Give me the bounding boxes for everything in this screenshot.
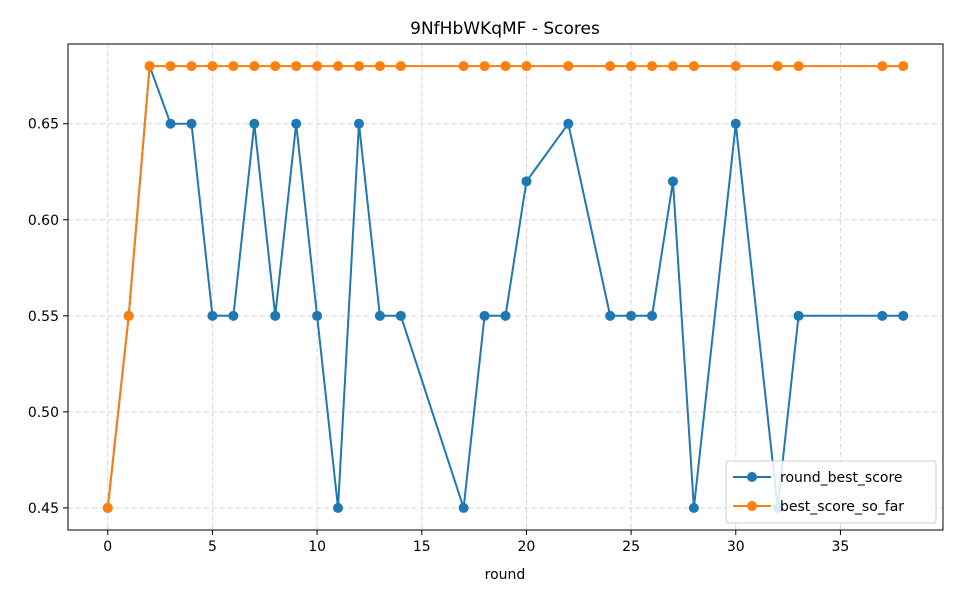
data-point-round_best_score [626, 310, 637, 321]
x-axis: 0 5 10 15 20 25 30 35 [103, 530, 849, 555]
data-point-best_score_so_far [521, 61, 532, 72]
data-point-best_score_so_far [207, 61, 218, 72]
data-point-best_score_so_far [312, 61, 323, 72]
x-tick-label: 10 [308, 539, 326, 555]
chart-title: 9NfHbWKqMF - Scores [410, 19, 600, 39]
data-point-round_best_score [647, 310, 658, 321]
data-point-round_best_score [793, 310, 804, 321]
data-point-round_best_score [374, 310, 385, 321]
data-point-best_score_so_far [374, 61, 385, 72]
data-point-best_score_so_far [667, 61, 678, 72]
data-point-best_score_so_far [186, 61, 197, 72]
data-point-round_best_score [688, 502, 699, 513]
data-point-round_best_score [730, 118, 741, 129]
data-point-best_score_so_far [353, 61, 364, 72]
data-point-round_best_score [479, 310, 490, 321]
data-point-best_score_so_far [500, 61, 511, 72]
data-point-best_score_so_far [626, 61, 637, 72]
y-tick-label: 0.65 [28, 117, 59, 133]
data-point-best_score_so_far [270, 61, 281, 72]
data-point-best_score_so_far [877, 61, 888, 72]
data-point-best_score_so_far [647, 61, 658, 72]
data-point-round_best_score [270, 310, 281, 321]
legend: round_best_score best_score_so_far [725, 460, 937, 524]
x-tick-label: 35 [832, 539, 850, 555]
data-point-best_score_so_far [144, 61, 155, 72]
y-axis: 0.45 0.50 0.55 0.60 0.65 [28, 117, 68, 517]
data-point-best_score_so_far [165, 61, 176, 72]
data-point-round_best_score [207, 310, 218, 321]
data-point-best_score_so_far [395, 61, 406, 72]
data-point-best_score_so_far [772, 61, 783, 72]
data-point-best_score_so_far [458, 61, 469, 72]
data-point-best_score_so_far [793, 61, 804, 72]
y-tick-label: 0.45 [28, 501, 59, 517]
x-tick-label: 25 [622, 539, 640, 555]
data-point-round_best_score [333, 502, 344, 513]
data-point-best_score_so_far [605, 61, 616, 72]
data-point-round_best_score [186, 118, 197, 129]
legend-box [725, 460, 937, 524]
plot-frame [67, 43, 944, 531]
data-point-round_best_score [312, 310, 323, 321]
series-line-round_best_score [106, 65, 904, 509]
data-point-best_score_so_far [730, 61, 741, 72]
data-point-round_best_score [458, 502, 469, 513]
data-point-best_score_so_far [291, 61, 302, 72]
x-tick-label: 0 [103, 539, 112, 555]
data-point-best_score_so_far [563, 61, 574, 72]
data-point-round_best_score [667, 176, 678, 187]
y-tick-label: 0.55 [28, 309, 59, 325]
legend-label-best_score_so_far: best_score_so_far [780, 499, 904, 515]
grid-lines [68, 44, 943, 530]
data-point-best_score_so_far [898, 61, 909, 72]
x-tick-label: 20 [518, 539, 536, 555]
legend-marker-round_best_score [747, 472, 757, 482]
series-layer [102, 61, 909, 513]
x-tick-label: 30 [727, 539, 745, 555]
x-tick-label: 15 [413, 539, 431, 555]
x-tick-label: 5 [208, 539, 217, 555]
data-point-best_score_so_far [249, 61, 260, 72]
data-point-round_best_score [249, 118, 260, 129]
data-point-round_best_score [605, 310, 616, 321]
data-point-best_score_so_far [123, 310, 134, 321]
data-point-round_best_score [395, 310, 406, 321]
data-point-round_best_score [563, 118, 574, 129]
data-point-round_best_score [291, 118, 302, 129]
x-axis-label: round [485, 567, 526, 583]
data-point-round_best_score [228, 310, 239, 321]
data-point-round_best_score [877, 310, 888, 321]
data-point-best_score_so_far [333, 61, 344, 72]
y-tick-label: 0.50 [28, 405, 59, 421]
data-point-round_best_score [165, 118, 176, 129]
y-tick-label: 0.60 [28, 213, 59, 229]
legend-label-round_best_score: round_best_score [780, 470, 903, 486]
data-point-round_best_score [898, 310, 909, 321]
legend-marker-best_score_so_far [747, 501, 757, 511]
data-point-best_score_so_far [479, 61, 490, 72]
data-point-best_score_so_far [102, 502, 113, 513]
data-point-best_score_so_far [228, 61, 239, 72]
data-point-round_best_score [500, 310, 511, 321]
data-point-best_score_so_far [688, 61, 699, 72]
data-point-round_best_score [353, 118, 364, 129]
data-point-round_best_score [521, 176, 532, 187]
